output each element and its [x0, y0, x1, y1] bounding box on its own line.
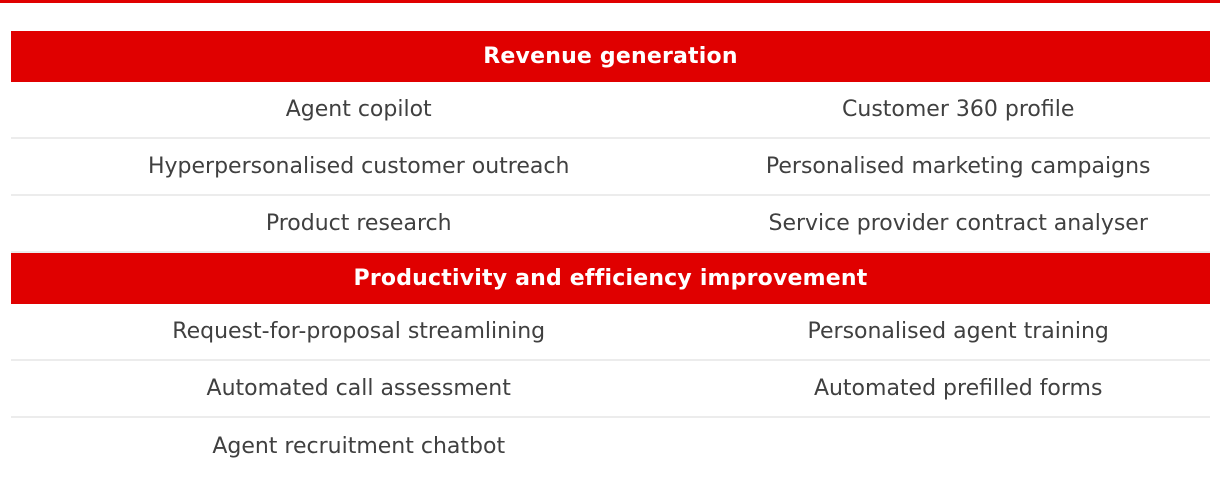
section-header-productivity-efficiency: Productivity and efficiency improvement — [11, 253, 1210, 304]
table-row: Product research Service provider contra… — [11, 196, 1210, 253]
top-accent-line — [0, 0, 1220, 3]
use-case-cell: Hyperpersonalised customer outreach — [147, 154, 570, 179]
use-case-cell: Request-for-proposal streamlining — [172, 319, 546, 344]
table-row: Agent copilot Customer 360 profile — [11, 82, 1210, 139]
use-case-cell: Personalised marketing campaigns — [765, 154, 1151, 179]
use-case-cell: Personalised agent training — [807, 319, 1109, 344]
use-case-cell: Automated prefilled forms — [813, 376, 1103, 401]
use-case-table: Revenue generation Agent copilot Custome… — [11, 31, 1210, 475]
section-header-revenue-generation: Revenue generation — [11, 31, 1210, 82]
use-case-cell: Agent copilot — [285, 97, 432, 122]
use-case-cell: Service provider contract analyser — [768, 211, 1148, 236]
use-case-cell: Customer 360 profile — [842, 97, 1075, 122]
use-case-cell — [706, 418, 1210, 475]
table-row: Agent recruitment chatbot — [11, 418, 1210, 475]
table-row: Automated call assessment Automated pref… — [11, 361, 1210, 418]
use-case-cell: Automated call assessment — [206, 376, 511, 401]
table-row: Hyperpersonalised customer outreach Pers… — [11, 139, 1210, 196]
use-case-cell: Agent recruitment chatbot — [212, 434, 506, 459]
table-row: Request-for-proposal streamlining Person… — [11, 304, 1210, 361]
use-case-cell: Product research — [265, 211, 452, 236]
